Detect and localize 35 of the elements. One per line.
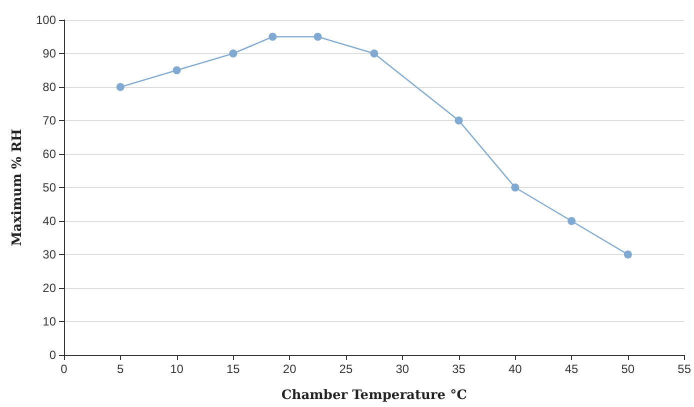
point [268,32,277,41]
y-tick-label: 10 [42,314,56,328]
point [172,66,181,74]
point [116,83,124,91]
y-tick-label: 90 [42,46,56,60]
point [314,32,322,41]
x-tick-label: 55 [678,362,692,376]
x-tick-label: 0 [60,362,68,376]
y-axis-title: Maximum % RH [10,129,25,246]
y-tick-label: 0 [49,348,56,362]
y-tick-label: 80 [42,80,56,94]
x-tick-label: 25 [339,362,353,376]
point [454,116,463,124]
y-tick-label: 50 [42,180,56,194]
point [229,50,238,58]
x-tick-label: 15 [226,362,240,376]
y-tick-label: 60 [42,147,56,161]
y-tick-label: 30 [42,248,56,262]
y-tick-label: 100 [36,13,56,27]
point [511,184,520,192]
x-axis-title: Chamber Temperature °C [281,388,467,403]
x-tick-label: 35 [452,362,466,376]
x-tick-label: 20 [282,362,297,376]
point [624,250,632,258]
x-tick-label: 10 [170,362,184,376]
y-tick-label: 70 [42,114,56,128]
x-tick-label: 50 [621,362,635,376]
x-tick-label: 40 [508,362,522,376]
point [370,50,378,58]
y-tick-label: 20 [42,281,56,295]
x-tick-label: 5 [117,362,124,376]
x-tick-label: 45 [564,362,579,376]
x-tick-label: 30 [396,362,410,376]
y-tick-label: 40 [42,214,56,228]
point [568,217,576,225]
